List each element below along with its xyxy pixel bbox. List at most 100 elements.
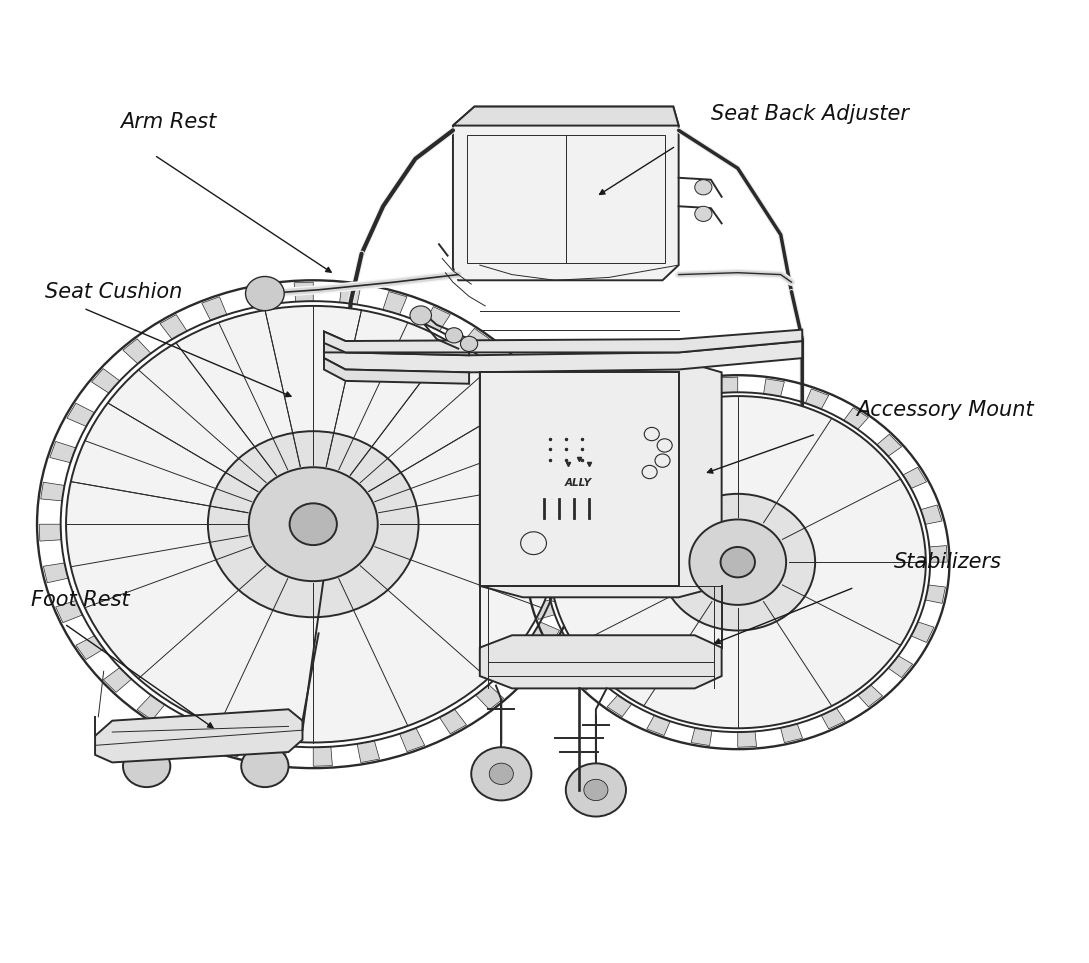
Circle shape bbox=[566, 764, 626, 817]
Polygon shape bbox=[926, 585, 945, 604]
Circle shape bbox=[695, 206, 712, 221]
Text: Seat Cushion: Seat Cushion bbox=[45, 282, 182, 301]
Polygon shape bbox=[647, 716, 670, 736]
Polygon shape bbox=[563, 447, 587, 469]
Polygon shape bbox=[137, 695, 164, 720]
Text: Seat Back Adjuster: Seat Back Adjuster bbox=[711, 104, 909, 123]
Polygon shape bbox=[325, 331, 469, 355]
Polygon shape bbox=[903, 467, 927, 488]
Circle shape bbox=[584, 779, 608, 800]
Polygon shape bbox=[531, 622, 560, 645]
Polygon shape bbox=[574, 668, 599, 690]
Circle shape bbox=[445, 327, 463, 343]
Polygon shape bbox=[544, 426, 571, 448]
Polygon shape bbox=[844, 407, 868, 429]
Polygon shape bbox=[506, 655, 535, 680]
Polygon shape bbox=[440, 709, 466, 734]
Polygon shape bbox=[123, 339, 151, 364]
Polygon shape bbox=[44, 563, 69, 583]
Polygon shape bbox=[340, 283, 360, 304]
Polygon shape bbox=[523, 389, 551, 413]
Circle shape bbox=[409, 306, 431, 325]
Polygon shape bbox=[673, 381, 695, 401]
Polygon shape bbox=[781, 724, 803, 742]
Polygon shape bbox=[631, 396, 654, 416]
Circle shape bbox=[695, 180, 712, 195]
Circle shape bbox=[123, 745, 170, 787]
Polygon shape bbox=[562, 548, 586, 566]
Polygon shape bbox=[201, 297, 227, 321]
Circle shape bbox=[242, 745, 289, 787]
Polygon shape bbox=[424, 306, 450, 331]
Circle shape bbox=[245, 276, 284, 311]
Polygon shape bbox=[383, 292, 407, 315]
Polygon shape bbox=[247, 286, 269, 308]
Polygon shape bbox=[325, 341, 803, 373]
Polygon shape bbox=[929, 546, 947, 562]
Polygon shape bbox=[911, 622, 934, 642]
Polygon shape bbox=[462, 328, 489, 353]
Circle shape bbox=[208, 431, 418, 617]
Polygon shape bbox=[549, 636, 573, 657]
Circle shape bbox=[248, 467, 378, 581]
Circle shape bbox=[461, 336, 478, 351]
Polygon shape bbox=[763, 378, 784, 397]
Polygon shape bbox=[559, 466, 583, 485]
Polygon shape bbox=[160, 315, 187, 339]
Polygon shape bbox=[494, 356, 523, 380]
Polygon shape bbox=[103, 667, 132, 692]
Polygon shape bbox=[40, 482, 64, 501]
Polygon shape bbox=[534, 600, 554, 619]
Polygon shape bbox=[541, 482, 564, 503]
Polygon shape bbox=[565, 508, 587, 524]
Polygon shape bbox=[476, 685, 503, 710]
Polygon shape bbox=[480, 373, 678, 586]
Polygon shape bbox=[50, 441, 76, 463]
Polygon shape bbox=[858, 685, 882, 707]
Polygon shape bbox=[719, 377, 737, 393]
Circle shape bbox=[66, 306, 561, 742]
Polygon shape bbox=[806, 389, 829, 409]
Polygon shape bbox=[737, 731, 757, 747]
Polygon shape bbox=[453, 107, 678, 125]
Polygon shape bbox=[95, 710, 303, 763]
Circle shape bbox=[489, 764, 513, 785]
Polygon shape bbox=[325, 329, 803, 352]
Polygon shape bbox=[889, 656, 913, 678]
Circle shape bbox=[689, 519, 786, 605]
Polygon shape bbox=[480, 636, 722, 689]
Polygon shape bbox=[821, 708, 845, 729]
Polygon shape bbox=[266, 743, 286, 765]
Polygon shape bbox=[220, 734, 244, 757]
Polygon shape bbox=[325, 358, 469, 383]
Polygon shape bbox=[453, 107, 678, 280]
Polygon shape bbox=[294, 282, 314, 301]
Polygon shape bbox=[692, 728, 712, 745]
Polygon shape bbox=[56, 601, 83, 623]
Polygon shape bbox=[592, 418, 617, 439]
Polygon shape bbox=[551, 586, 577, 607]
Text: Stabilizers: Stabilizers bbox=[894, 552, 1002, 572]
Circle shape bbox=[550, 396, 926, 728]
Polygon shape bbox=[877, 434, 902, 456]
Polygon shape bbox=[400, 728, 425, 752]
Text: ALLY: ALLY bbox=[565, 479, 592, 488]
Polygon shape bbox=[530, 521, 550, 539]
Circle shape bbox=[290, 504, 337, 545]
Polygon shape bbox=[528, 562, 547, 579]
Polygon shape bbox=[39, 524, 61, 541]
Text: Accessory Mount: Accessory Mount bbox=[856, 400, 1033, 420]
Polygon shape bbox=[480, 360, 722, 597]
Polygon shape bbox=[66, 403, 95, 427]
Circle shape bbox=[472, 747, 531, 800]
Circle shape bbox=[660, 494, 816, 631]
Polygon shape bbox=[920, 505, 942, 525]
Polygon shape bbox=[607, 695, 632, 716]
Circle shape bbox=[721, 547, 755, 578]
Polygon shape bbox=[76, 636, 103, 660]
Polygon shape bbox=[314, 746, 332, 767]
Polygon shape bbox=[176, 717, 203, 742]
Text: Foot Rest: Foot Rest bbox=[30, 590, 130, 611]
Polygon shape bbox=[91, 369, 120, 393]
Text: Arm Rest: Arm Rest bbox=[120, 113, 216, 132]
